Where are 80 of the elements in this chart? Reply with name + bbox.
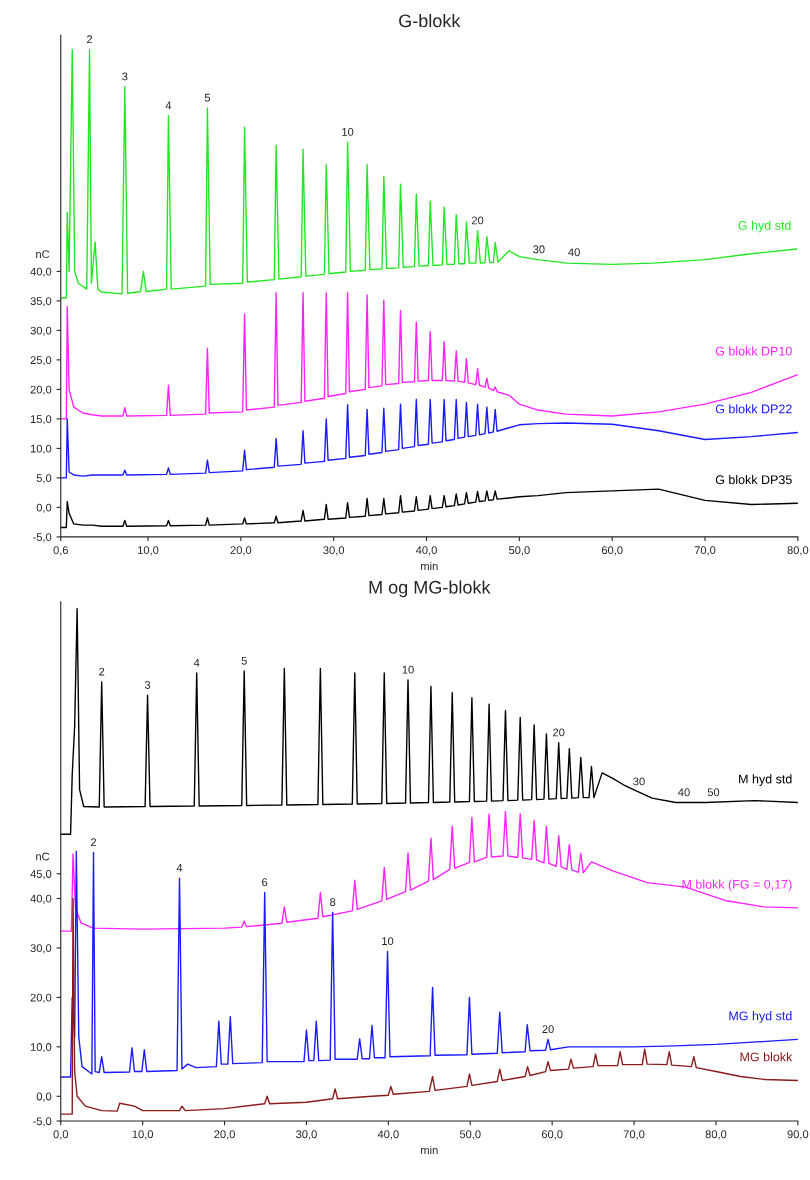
y-tick-label: 0,0 xyxy=(36,1092,52,1102)
series-label: G blokk DP10 xyxy=(715,346,792,356)
annotation: 10 xyxy=(342,127,354,136)
x-tick-label: 40,0 xyxy=(415,546,437,556)
x-tick-label: 0,6 xyxy=(53,546,68,556)
y-tick-label: 35,0 xyxy=(30,297,52,307)
series-label: MG blokk xyxy=(740,1052,793,1062)
y-tick-label: 20,0 xyxy=(30,385,52,395)
y-tick-label: -5,0 xyxy=(33,1117,52,1127)
line-series xyxy=(60,850,798,1078)
annotation: 50 xyxy=(707,788,720,797)
annotation: 20 xyxy=(542,1025,554,1034)
y-axis-title: nC xyxy=(36,250,50,259)
annotation: 2 xyxy=(99,667,105,676)
annotation: 5 xyxy=(241,656,247,665)
annotation: 8 xyxy=(330,898,336,906)
x-tick-label: 90,0 xyxy=(787,1130,809,1140)
x-tick-label: 60,0 xyxy=(601,546,623,556)
x-tick-label: 50,0 xyxy=(459,1130,481,1140)
series-label: M hyd std xyxy=(739,774,792,786)
annotation: 30 xyxy=(533,245,545,254)
annotation: 10 xyxy=(402,665,414,674)
x-axis-title: min xyxy=(421,1145,438,1154)
x-tick-label: 20,0 xyxy=(230,546,252,556)
annotation: 20 xyxy=(553,728,565,737)
y-tick-label: 40,0 xyxy=(30,267,52,277)
annotation: 30 xyxy=(633,777,645,786)
y-tick-label: -5,0 xyxy=(33,533,52,543)
x-tick-label: 30,0 xyxy=(323,546,345,556)
annotation: 5 xyxy=(204,93,211,102)
x-tick-label: 20,0 xyxy=(214,1130,235,1140)
series-label: G hyd std xyxy=(738,220,791,233)
annotation: 4 xyxy=(176,864,183,872)
y-tick-label: 25,0 xyxy=(30,356,52,366)
y-tick-label: 10,0 xyxy=(30,444,52,454)
line-series xyxy=(60,488,798,529)
line-series xyxy=(60,897,798,1115)
y-tick-label: 0,0 xyxy=(36,503,52,513)
x-tick-label: 80,0 xyxy=(787,546,809,556)
annotation: 10 xyxy=(382,937,394,946)
series-label: MG hyd std xyxy=(729,1011,792,1023)
x-tick-label: 0,0 xyxy=(53,1130,69,1140)
annotation: 3 xyxy=(122,72,128,81)
x-tick-label: 60,0 xyxy=(541,1130,563,1140)
line-series xyxy=(60,810,798,932)
x-axis-title: min xyxy=(421,561,438,570)
y-tick-label: 30,0 xyxy=(30,326,52,336)
x-tick-label: 40,0 xyxy=(377,1130,399,1140)
series-label: G blokk DP22 xyxy=(715,404,792,414)
series-label: M blokk (FG = 0,17) xyxy=(682,879,792,892)
y-tick-label: 30,0 xyxy=(30,944,52,954)
y-tick-label: 20,0 xyxy=(30,993,52,1003)
y-tick-label: 10,0 xyxy=(30,1043,52,1053)
y-tick-label: 40,0 xyxy=(30,894,52,904)
annotation: 2 xyxy=(90,838,97,847)
annotation: 20 xyxy=(471,216,484,225)
x-tick-label: 70,0 xyxy=(694,546,716,556)
x-tick-label: 30,0 xyxy=(296,1130,317,1140)
line-series xyxy=(60,608,798,835)
chart-title: M og MG-blokk xyxy=(369,580,491,598)
y-tick-label: 45,0 xyxy=(30,870,52,880)
x-tick-label: 10,0 xyxy=(138,546,159,556)
annotation: 3 xyxy=(144,681,151,689)
annotation: 2 xyxy=(87,35,93,44)
line-series xyxy=(60,291,798,420)
series-label: G blokk DP35 xyxy=(715,474,792,485)
y-axis-title: nC xyxy=(36,852,50,861)
annotation: 6 xyxy=(262,878,268,887)
x-tick-label: 50,0 xyxy=(508,546,530,556)
annotation: 4 xyxy=(165,101,172,110)
annotation: 40 xyxy=(568,248,580,257)
x-tick-label: 80,0 xyxy=(705,1130,727,1140)
line-series xyxy=(60,48,798,299)
annotation: 4 xyxy=(193,658,200,667)
x-tick-label: 10,0 xyxy=(132,1130,154,1140)
chart-title: G-blokk xyxy=(399,13,461,28)
y-tick-label: 5,0 xyxy=(36,474,52,484)
annotation: 40 xyxy=(678,788,690,797)
y-tick-label: 15,0 xyxy=(30,415,52,425)
x-tick-label: 70,0 xyxy=(623,1130,645,1140)
